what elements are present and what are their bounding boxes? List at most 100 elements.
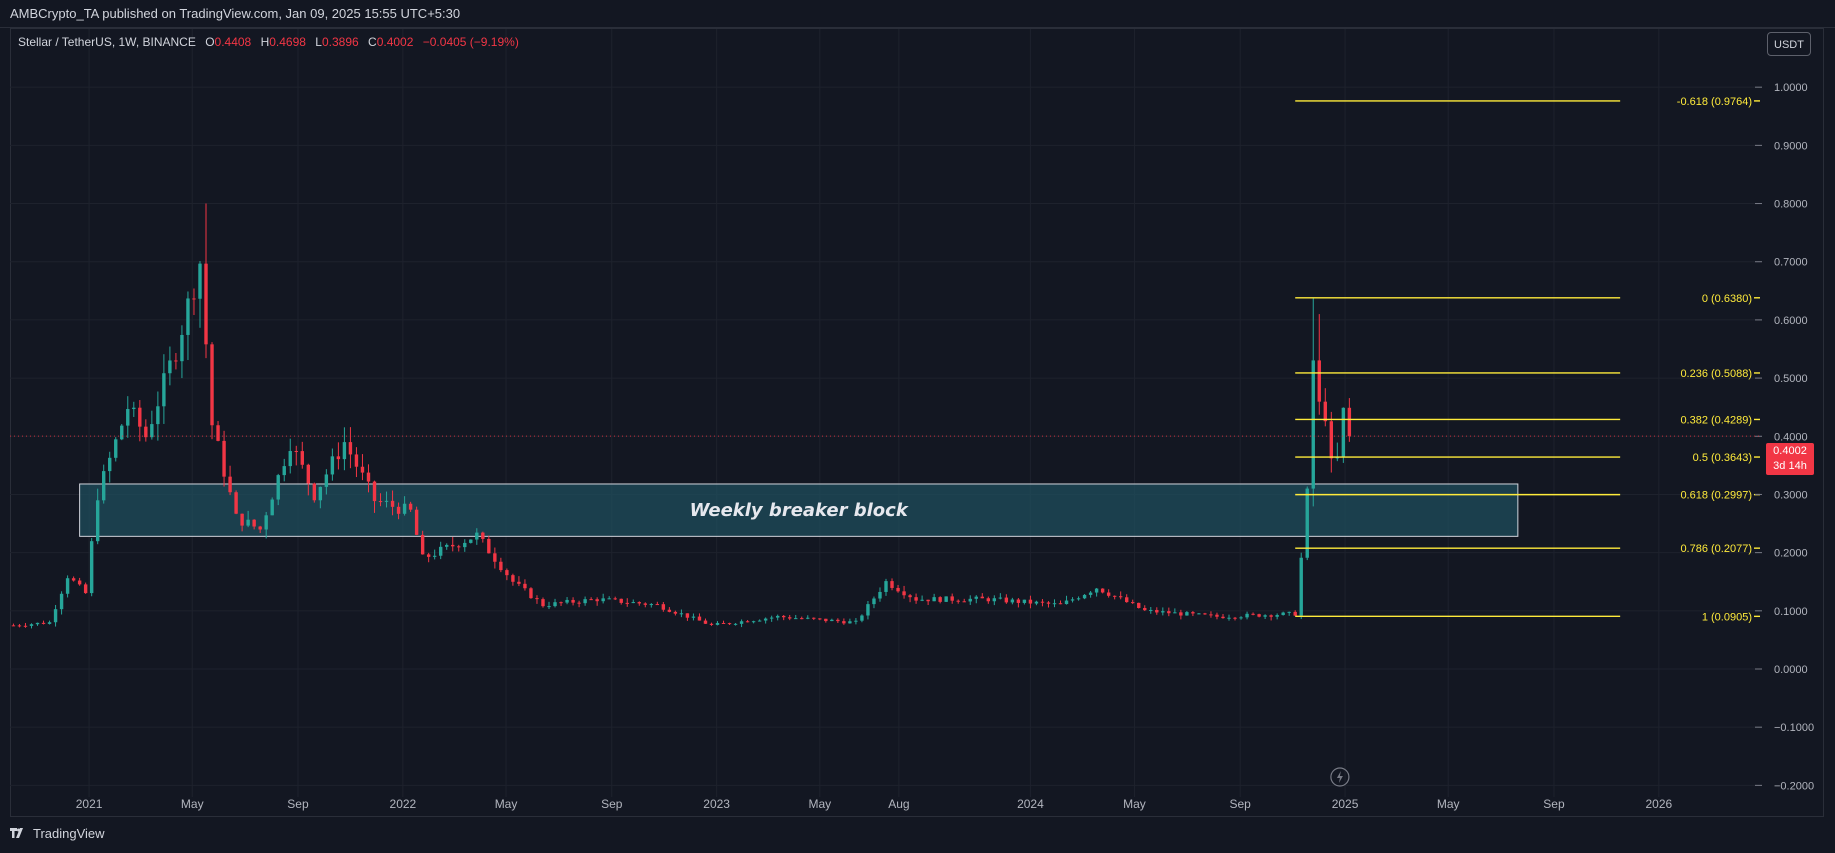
time-axis-label: 2021 <box>76 797 103 811</box>
candle-body <box>553 602 557 607</box>
candle-body <box>854 620 858 622</box>
candle-body <box>487 538 491 554</box>
candle-body <box>577 602 581 604</box>
candlestick-series <box>11 203 1352 629</box>
candle-body <box>511 575 515 582</box>
candle-body <box>378 501 383 503</box>
candle-body <box>11 625 16 627</box>
candle-body <box>396 506 401 514</box>
candle-body <box>1004 597 1009 603</box>
candle-body <box>1311 360 1315 489</box>
candle-body <box>974 596 978 599</box>
candle-body <box>1106 592 1111 596</box>
candle-body <box>619 598 623 603</box>
candle-body <box>1221 616 1225 619</box>
candle-body <box>679 613 684 615</box>
candle-body <box>89 541 94 594</box>
price-axis: 1.0000 0.9000 0.8000 0.7000 0.6000 0.5000 0.40… <box>1755 82 1814 792</box>
candle-body <box>1046 602 1051 604</box>
candle-body <box>625 602 629 604</box>
candle-body <box>1143 607 1147 611</box>
candle-body <box>613 598 617 600</box>
candle-body <box>715 622 720 625</box>
time-axis: 2021 May Sep 2022 May Sep 2023 May Aug 2024 May Sep… <box>76 797 1673 811</box>
price-axis-label: 1.0000 <box>1774 82 1808 94</box>
candle-body <box>788 617 792 619</box>
price-axis-label: 0.5000 <box>1774 373 1808 385</box>
candle-body <box>757 620 762 622</box>
candle-body <box>318 486 323 501</box>
candle-body <box>932 597 936 602</box>
candle-body <box>71 578 76 581</box>
candle-body <box>1100 588 1105 593</box>
candle-body <box>156 406 160 425</box>
candle-body <box>348 442 353 455</box>
chart-frame <box>10 28 1824 817</box>
candle-body <box>180 334 184 362</box>
price-axis-label: −0.2000 <box>1774 780 1814 792</box>
candle-body <box>721 622 726 624</box>
candle-body <box>23 625 28 627</box>
candle-body <box>655 604 660 606</box>
candle-body <box>499 561 503 571</box>
low-value: 0.3896 <box>321 35 359 49</box>
candle-body <box>426 554 431 557</box>
candle-body <box>65 578 70 594</box>
candle-body <box>1239 617 1243 619</box>
candle-body <box>559 602 563 604</box>
close-label: C <box>368 35 377 49</box>
candle-body <box>673 611 678 614</box>
candle-body <box>1287 611 1291 613</box>
candle-body <box>1082 594 1087 599</box>
fibonacci-retracement: -0.618 (0.9764) 0 (0.6380) 0.236 (0.5088) 0… <box>1295 96 1760 623</box>
candle-body <box>264 515 268 530</box>
candle-body <box>739 621 744 624</box>
tradingview-logo-icon <box>10 828 23 838</box>
candle-body <box>1064 600 1069 605</box>
candle-body <box>366 472 371 482</box>
candle-body <box>547 606 551 608</box>
candle-body <box>938 597 942 602</box>
candle-body <box>908 595 912 598</box>
candle-body <box>571 599 575 603</box>
candle-body <box>1010 599 1015 603</box>
candle-body <box>390 500 395 507</box>
candle-body <box>252 519 256 527</box>
candle-body <box>637 602 641 604</box>
price-axis-label: 0.0000 <box>1774 664 1808 676</box>
candle-body <box>126 409 130 426</box>
tradingview-brand[interactable]: TradingView <box>10 826 105 841</box>
candle-body <box>53 609 58 623</box>
candle-body <box>1155 609 1159 613</box>
candle-body <box>1076 598 1081 600</box>
time-axis-label: May <box>808 797 831 811</box>
candle-body <box>860 615 864 621</box>
currency-button[interactable]: USDT <box>1767 32 1811 56</box>
candle-body <box>493 553 497 562</box>
candle-body <box>354 454 359 467</box>
candle-body <box>108 457 112 472</box>
candle-body <box>114 439 118 458</box>
candle-body <box>1269 615 1273 617</box>
fib-level-label: 0.382 (0.4289) <box>1680 414 1752 426</box>
candle-body <box>1022 599 1027 603</box>
candle-body <box>1125 597 1129 603</box>
candle-body <box>962 601 966 603</box>
candle-body <box>842 621 846 624</box>
fib-level-label: 0.618 (0.2997) <box>1680 490 1752 502</box>
candle-body <box>1112 595 1117 597</box>
candle-body <box>1251 613 1255 615</box>
candle-body <box>1094 588 1099 593</box>
candle-body <box>920 599 924 601</box>
fib-level-label: -0.618 (0.9764) <box>1677 96 1752 108</box>
candle-body <box>794 618 798 620</box>
candle-body <box>186 298 190 335</box>
fib-level-label: 1 (0.0905) <box>1702 611 1752 623</box>
time-axis-label: 2022 <box>390 797 417 811</box>
candle-body <box>1173 612 1177 614</box>
candle-body <box>95 500 100 542</box>
candle-body <box>890 581 894 588</box>
candle-body <box>583 599 587 604</box>
candle-body <box>523 583 527 589</box>
